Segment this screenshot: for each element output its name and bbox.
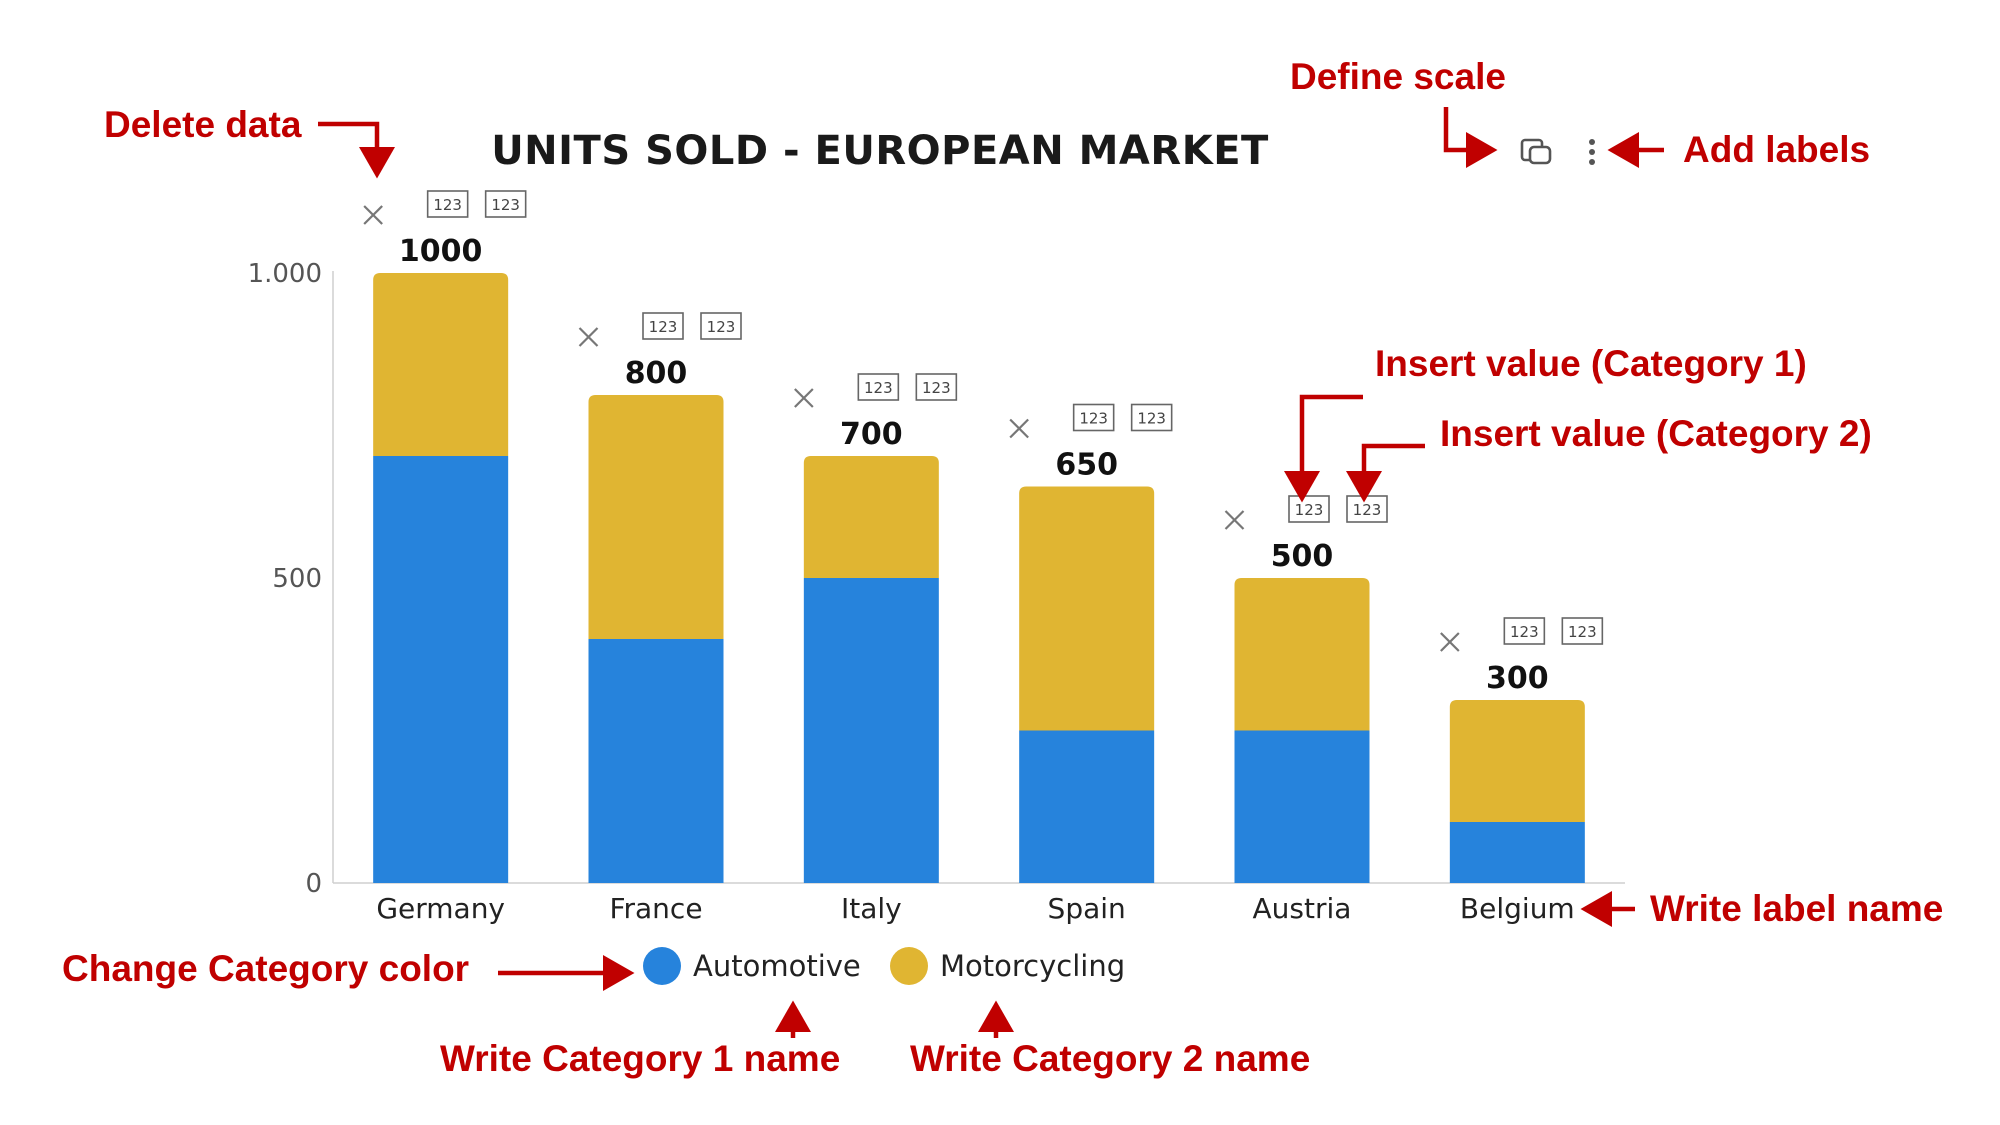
annotation-write-label-name: Write label name [1650,888,1944,929]
x-tick-label[interactable]: Spain [1048,892,1126,925]
annotation-add-labels: Add labels [1683,129,1871,170]
bar-segment[interactable] [588,395,724,639]
legend-label-motorcycling[interactable]: Motorcycling [940,949,1126,983]
close-icon[interactable] [363,205,383,225]
insert-value-button-label: 123 [1568,623,1597,641]
bar-segment[interactable] [1234,730,1370,884]
x-tick-label[interactable]: France [609,892,702,925]
annotation-write-category-1: Write Category 1 name [440,1038,841,1079]
copy-scale-icon[interactable] [1520,136,1554,166]
bar-segment[interactable] [1019,486,1155,731]
bar-segment[interactable] [373,273,509,456]
bar-segment[interactable] [1449,822,1585,883]
insert-value-button-label: 123 [1510,623,1539,641]
close-icon[interactable] [1009,418,1029,439]
insert-value-button[interactable] [857,373,900,401]
data-label: 300 [1486,661,1549,696]
insert-value-button[interactable] [1503,617,1546,645]
insert-value-button[interactable] [1561,617,1604,645]
legend-color-swatch-motorcycling[interactable] [890,947,928,985]
x-tick-label[interactable]: Belgium [1460,892,1575,925]
insert-value-button[interactable] [700,312,742,340]
bar-segment[interactable] [803,578,939,883]
data-label: 650 [1055,448,1118,483]
x-tick-label[interactable]: Italy [841,892,902,925]
insert-value-button-label: 123 [433,196,462,214]
more-vertical-icon[interactable] [1585,136,1599,170]
insert-value-button-label: 123 [491,196,520,214]
legend-item-automotive[interactable]: Automotive [643,947,861,985]
annotation-write-category-2: Write Category 2 name [910,1038,1311,1079]
insert-value-button-label: 123 [1079,410,1108,428]
insert-value-button-label: 123 [1137,410,1166,428]
insert-value-button-label: 123 [922,379,951,397]
x-tick-label[interactable]: Austria [1253,892,1352,925]
insert-value-button-label: 123 [1353,501,1382,519]
legend-label-automotive[interactable]: Automotive [693,949,861,983]
insert-value-button-label: 123 [1295,501,1324,519]
data-label: 500 [1271,539,1334,574]
insert-value-button[interactable] [642,312,684,340]
y-tick-label: 0 [305,869,322,899]
insert-value-button[interactable] [484,190,527,218]
y-tick-label: 500 [272,564,322,594]
data-label: 1000 [399,234,483,269]
data-label: 800 [625,356,688,391]
bar-segment[interactable] [1019,730,1155,884]
y-tick-label: 1.000 [248,259,322,289]
bar-segment[interactable] [588,639,724,883]
annotation-delete-data: Delete data [104,104,302,145]
annotation-define-scale: Define scale [1290,56,1506,97]
legend-item-motorcycling[interactable]: Motorcycling [890,947,1125,985]
bar-segment[interactable] [373,456,509,883]
close-icon[interactable] [1224,510,1245,530]
insert-value-button-label: 123 [864,379,893,397]
close-icon[interactable] [1440,632,1460,652]
close-icon[interactable] [794,388,814,408]
annotation-change-category-color: Change Category color [62,948,470,989]
bar-segment[interactable] [1449,700,1585,822]
legend-color-swatch-automotive[interactable] [643,947,681,985]
annotation-insert-value-1: Insert value (Category 1) [1375,343,1807,384]
bar-segment[interactable] [803,456,939,578]
data-label: 700 [840,417,903,452]
bar-segment[interactable] [1234,578,1370,731]
insert-value-button-label: 123 [707,318,736,336]
insert-value-button-label: 123 [649,318,678,336]
x-tick-label[interactable]: Germany [376,892,505,925]
insert-value-button[interactable] [1072,403,1115,432]
annotation-insert-value-2: Insert value (Category 2) [1440,413,1872,454]
insert-value-button[interactable] [915,373,958,401]
insert-value-button[interactable] [1130,403,1173,432]
insert-value-button[interactable] [426,190,469,218]
close-icon[interactable] [578,327,599,347]
chart-title: UNITS SOLD - EUROPEAN MARKET [491,128,1269,174]
